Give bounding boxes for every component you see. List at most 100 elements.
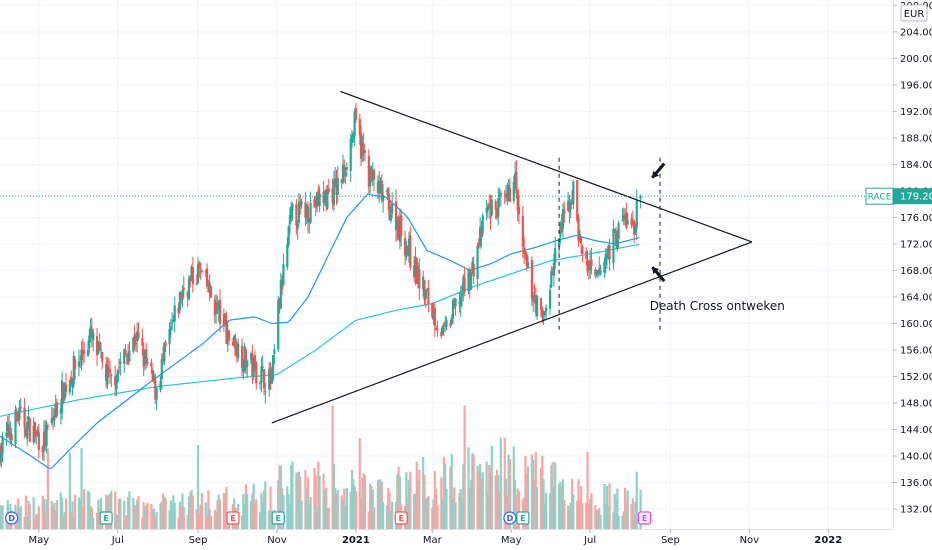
candle-body [400,215,403,236]
candle-body [415,257,418,284]
candle-body [261,366,264,368]
candle-body [141,338,144,346]
volume-bar [607,505,610,529]
volume-bar [51,505,55,529]
volume-bar [548,493,552,529]
candle-body [349,139,352,172]
volume-bar [427,496,430,529]
candle-body [598,267,601,271]
candle-body [587,267,590,269]
volume-bar [543,503,546,529]
symbol-tag: RACE [868,193,892,203]
volume-bar [50,501,53,529]
candle-body [150,362,153,367]
volume-bar [380,481,383,529]
volume-bar [515,496,518,529]
candle-body [35,431,38,434]
candle-body [481,215,484,234]
candle-body [391,203,394,214]
volume-bar [599,514,602,529]
drawings: Death Cross ontweken [0,90,893,424]
candle-body [259,382,262,384]
candle-body [252,357,255,377]
price-axis[interactable]: 132.00 136.00 140.00 144.00 148.00 152.00 156.… [865,0,932,550]
volume-bar [178,501,181,529]
candle-body [72,355,75,385]
candle-body [308,220,311,223]
volume-bar [315,507,319,529]
candle-body [545,307,548,312]
volume-bar [630,503,633,529]
candle-body [125,355,128,358]
volume-bar [304,469,307,529]
candle-body [233,335,236,344]
candle-body [596,270,600,275]
volume-bar [79,500,82,529]
volume-bar [115,514,118,529]
volume-bar [160,501,163,529]
candle-body [133,334,136,347]
price-tick-label: 164.00 [900,292,932,303]
candle-body [525,254,528,267]
volume-bar [83,489,86,529]
candle-body [277,299,280,350]
price-tick-label: 132.00 [900,505,932,516]
candle-body [586,260,589,272]
candle-body [449,323,452,326]
candle-body [524,250,527,257]
dividend-badge-circle [503,511,517,525]
candle-body [155,387,158,400]
volume-bar [218,499,222,529]
candle-body [317,190,320,207]
volume-bar [359,498,363,529]
candle-body [385,190,389,193]
time-axis[interactable]: May Jul Sep Nov 2021 Mar May Jul Sep Nov 2022 [0,529,932,550]
volume-bar [5,517,8,529]
candle-body [389,214,392,221]
candle-body [568,202,571,213]
event-badge-e: E [637,511,652,525]
candle-body [95,336,99,356]
volume-bar [151,510,154,529]
candle-body [123,349,126,365]
volume-bar [261,502,264,529]
earnings-badge-box [637,511,652,525]
candle-body [435,327,438,329]
volume-bar [32,497,35,529]
volume-bar [598,508,601,529]
volume-bar [1,505,4,529]
candle-body [54,403,57,418]
candle-body [205,268,209,287]
volume-bar [581,503,584,529]
earnings-badge-box [226,511,240,525]
candle-body [234,338,237,356]
volume-bar [217,494,220,529]
volume-bar [252,483,255,529]
candle-body [231,342,235,346]
candle-body [548,289,552,309]
candle-body [341,165,345,183]
volume-bar [89,506,92,529]
candle-body [621,220,624,222]
candle-body [436,329,439,331]
candle-body [476,245,479,280]
volume-bar [216,500,219,529]
candle-body [62,383,65,403]
volume-bar [190,489,193,529]
candle-body [127,354,130,365]
volume-bar [117,498,121,529]
candle-body [604,253,607,265]
volume-bar [503,437,506,529]
volume-bar [259,512,262,529]
volume-bar [72,517,75,529]
volume-bar [59,492,62,529]
candle-body [110,374,113,376]
candle-body [79,361,82,363]
candle-body [369,167,372,187]
volume-bar [335,493,338,529]
volume-bar [325,488,328,529]
volume-bar [579,486,583,529]
currency-box [900,4,928,22]
